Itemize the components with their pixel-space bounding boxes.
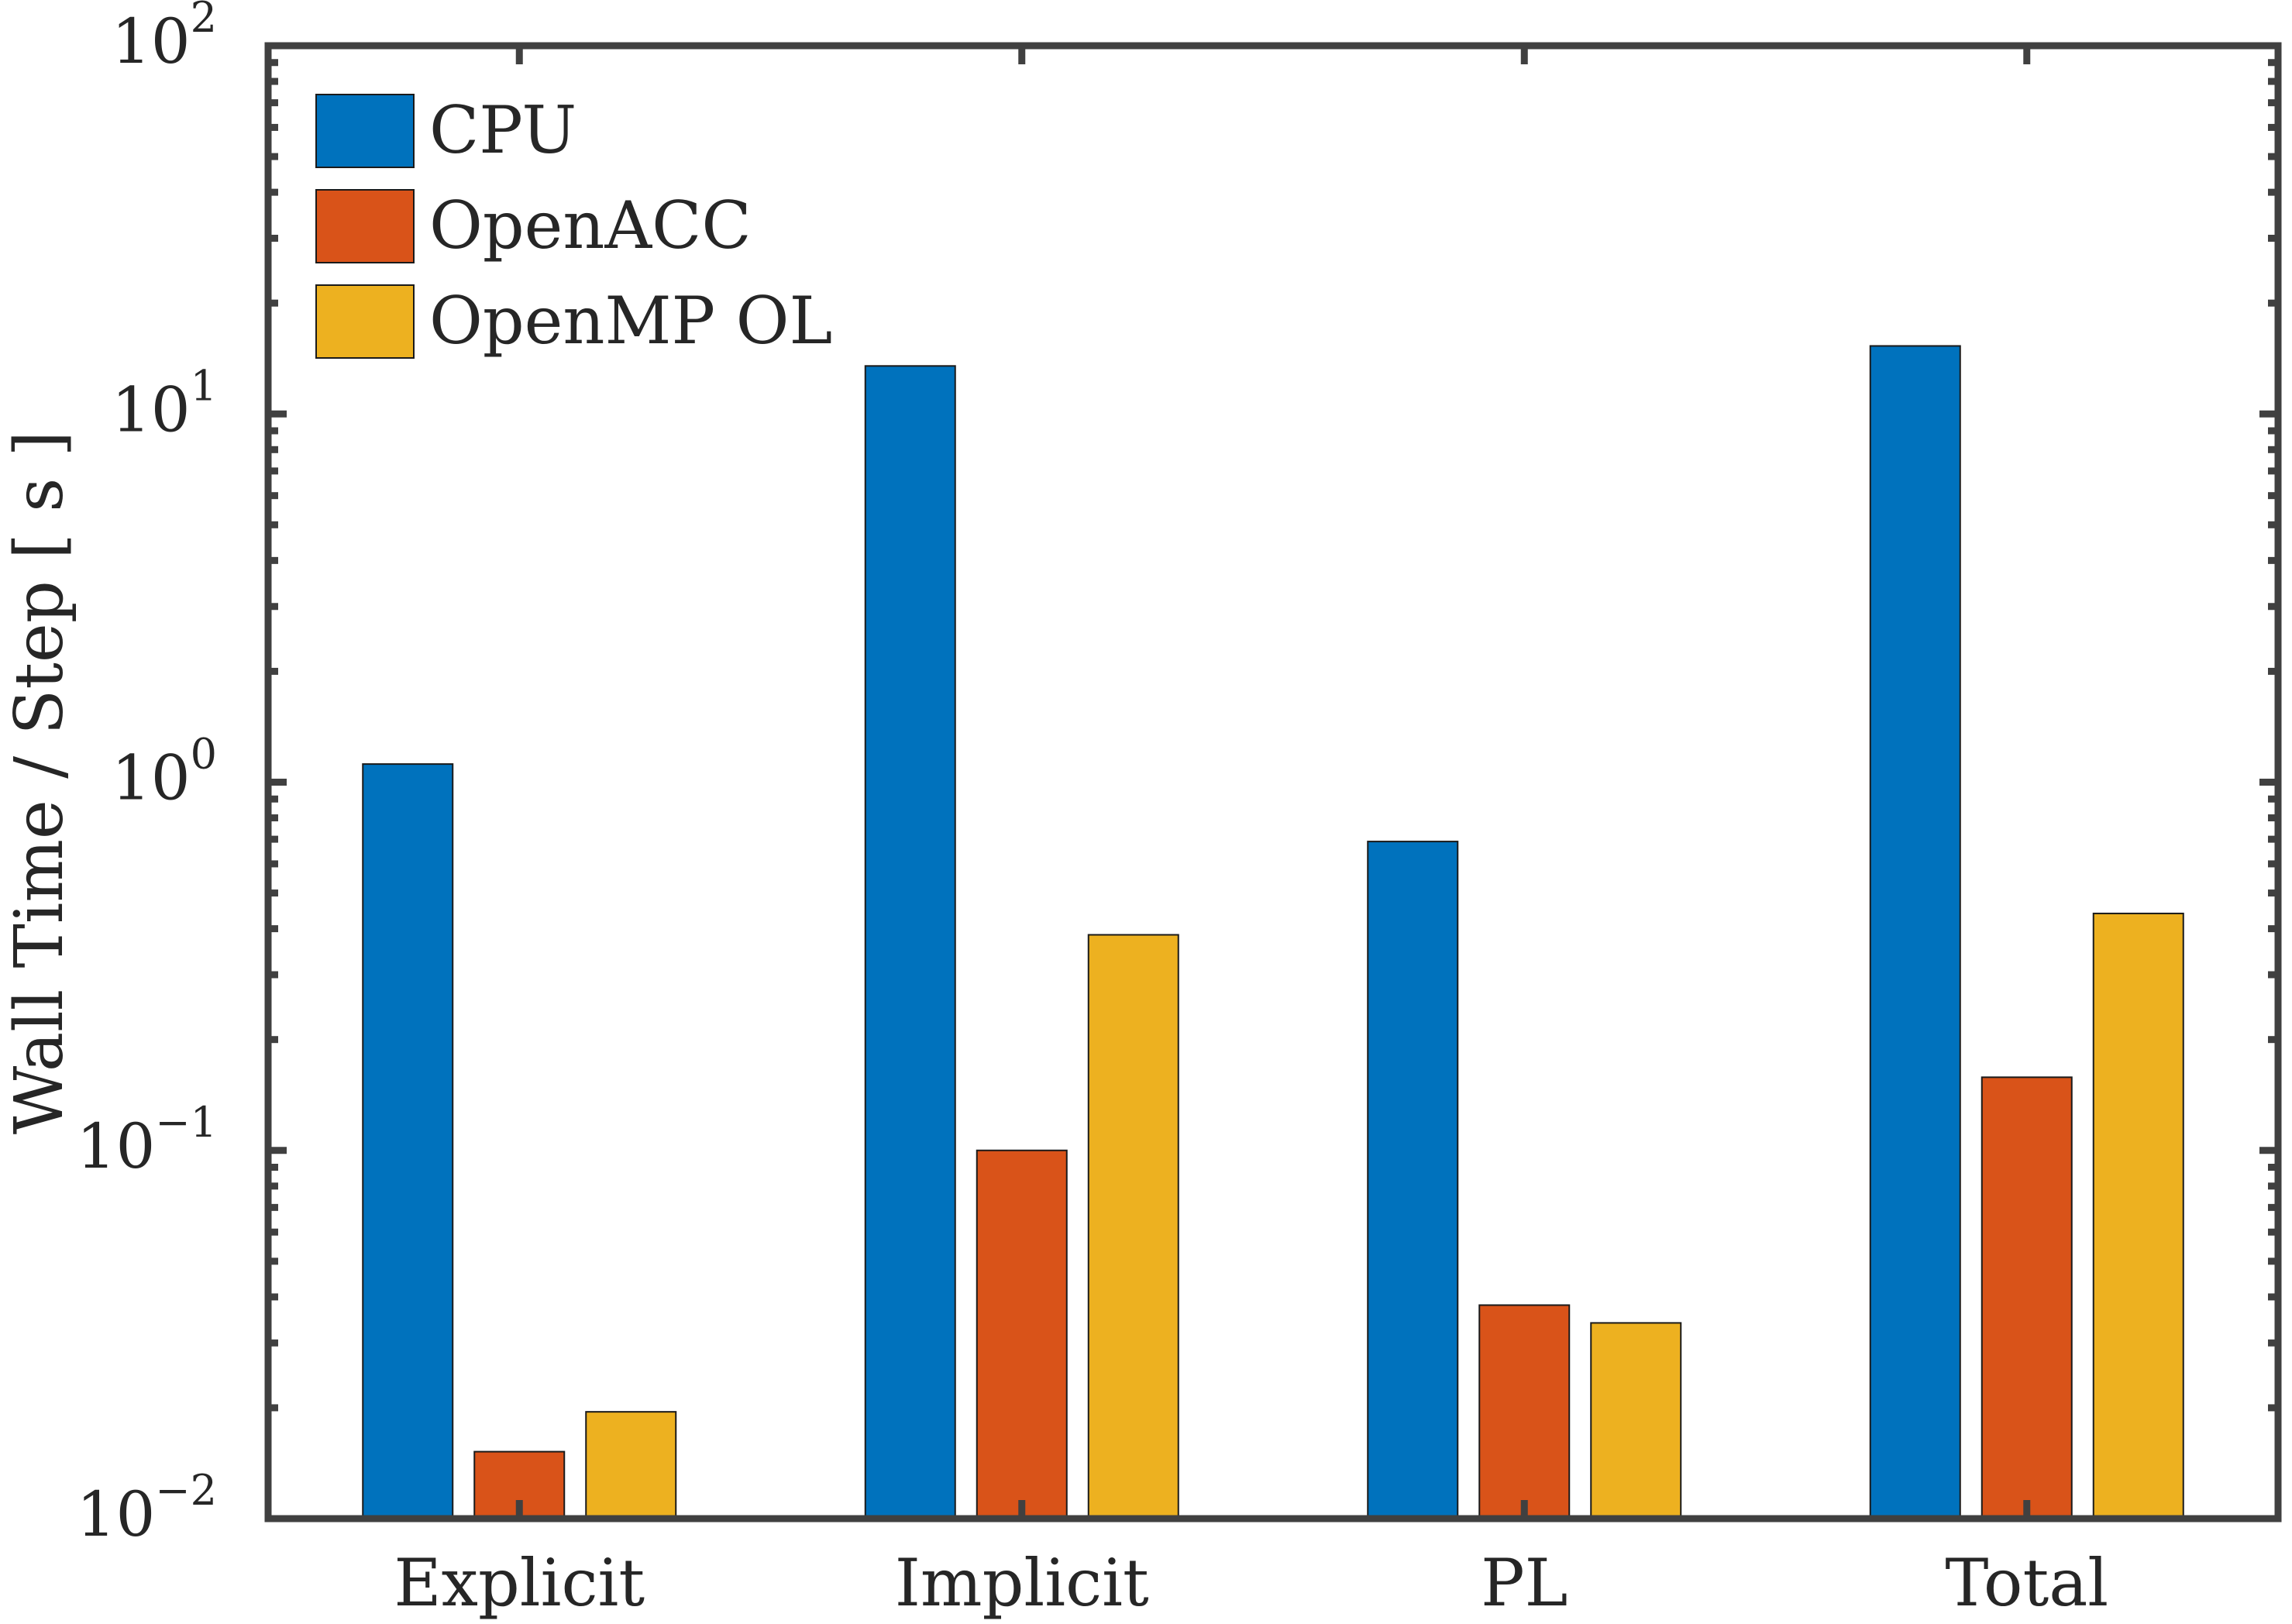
legend-swatch-openacc: [315, 189, 415, 263]
bar-openmp-ol-explicit: [585, 1411, 677, 1519]
y-tick-label: 102: [112, 0, 217, 77]
legend: CPU OpenACC OpenMP OL: [315, 92, 832, 359]
x-tick-label: PL: [1481, 1545, 1568, 1621]
legend-swatch-cpu: [315, 94, 415, 168]
bar-openmp-ol-total: [2092, 912, 2184, 1519]
bar-openacc-pl: [1478, 1304, 1571, 1520]
y-tick-label: 10−1: [77, 1098, 217, 1182]
bar-openmp-ol-pl: [1590, 1322, 1682, 1520]
x-tick-label: Implicit: [895, 1545, 1149, 1621]
y-tick-label: 10−2: [77, 1466, 217, 1550]
legend-label: OpenACC: [429, 188, 752, 263]
y-tick-labels: 10−2 10−1 100 101 102: [77, 0, 217, 1550]
x-tick-labels: Explicit Implicit PL Total: [394, 1545, 2108, 1621]
bar-cpu-pl: [1367, 841, 1459, 1519]
x-tick-label: Explicit: [394, 1545, 645, 1621]
legend-swatch-openmp-ol: [315, 284, 415, 359]
bar-cpu-total: [1869, 345, 1961, 1520]
bar-cpu-explicit: [362, 763, 454, 1519]
bar-openmp-ol-implicit: [1087, 934, 1179, 1519]
bar-cpu-implicit: [864, 365, 956, 1520]
legend-label: OpenMP OL: [429, 283, 832, 359]
axis-ticks: [268, 42, 2278, 1522]
bar-openacc-implicit: [976, 1149, 1068, 1519]
legend-label: CPU: [429, 92, 576, 168]
plot-frame: [264, 42, 2282, 1522]
y-tick-label: 101: [112, 361, 217, 446]
x-tick-label: Total: [1945, 1545, 2108, 1621]
y-axis-title: Wall Time / Step [ s ]: [1, 431, 78, 1134]
y-tick-label: 100: [112, 730, 217, 814]
bar-openacc-total: [1981, 1076, 2073, 1520]
bars: [362, 345, 2184, 1520]
